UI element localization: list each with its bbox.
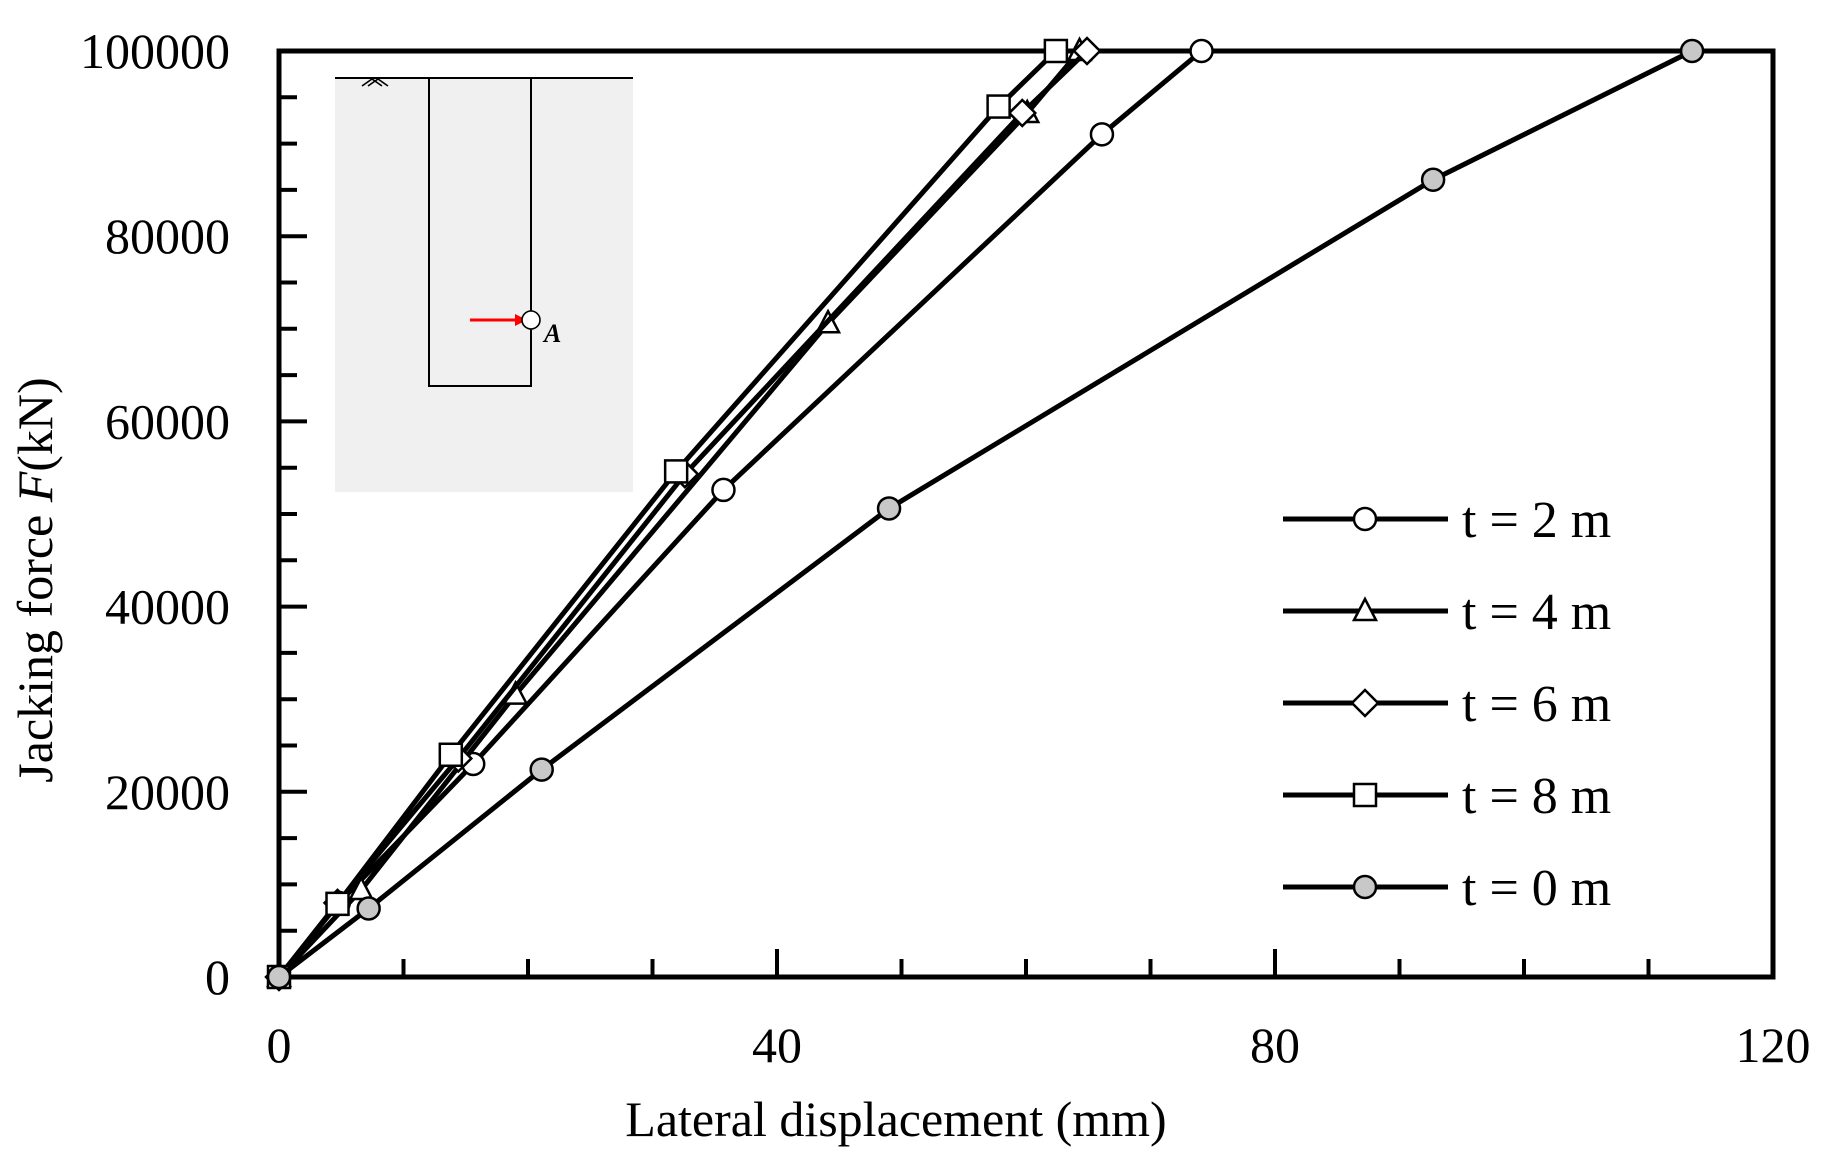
y-axis-label-unit: (kN) <box>7 377 63 471</box>
x-tick-label: 0 <box>267 1017 292 1073</box>
y-axis-label-text: Jacking force <box>7 502 63 782</box>
legend-marker <box>1352 506 1378 532</box>
y-axis-label-variable: F <box>7 471 63 503</box>
inset-hatch-icon <box>361 78 389 87</box>
x-axis-label: Lateral displacement (mm) <box>625 1091 1166 1147</box>
inset-point-label: A <box>542 319 561 348</box>
inset-point-marker <box>521 310 541 330</box>
legend-label: t = 6 m <box>1462 676 1611 733</box>
data-point <box>356 896 381 921</box>
data-point <box>266 964 292 990</box>
legend-entry: t = 6 m <box>1283 676 1611 733</box>
y-tick-label: 40000 <box>105 579 230 635</box>
inset-arrow-icon <box>515 314 527 326</box>
axes: 0 40 80 120 0 20000 40000 60000 80000 100000 <box>80 23 1811 1073</box>
y-tick-label: 80000 <box>105 208 230 264</box>
inset-schematic: A <box>335 77 633 492</box>
data-point <box>711 477 736 503</box>
legend-entry: t = 8 m <box>1283 768 1611 825</box>
data-point <box>1007 98 1038 128</box>
legend-entry: t = 0 m <box>1283 860 1611 917</box>
data-point <box>986 94 1011 119</box>
data-point <box>1089 122 1115 147</box>
y-tick-label: 100000 <box>80 23 230 79</box>
y-tick-label: 60000 <box>105 393 230 449</box>
series-line <box>277 48 1694 979</box>
inset-pile <box>428 77 532 387</box>
data-point <box>663 459 689 484</box>
series-group <box>264 36 1705 992</box>
y-tick-label: 0 <box>205 949 230 1005</box>
data-point <box>876 496 902 521</box>
data-point <box>1043 38 1069 64</box>
legend-label: t = 2 m <box>1462 492 1611 549</box>
inset-soil <box>335 78 633 492</box>
x-tick-label: 40 <box>752 1017 802 1073</box>
data-point <box>1420 167 1446 192</box>
legend: t = 2 m t = 4 m t = 6 m t = 8 m t = 0 m <box>1283 492 1611 917</box>
y-axis-label: Jacking force F(kN) <box>7 377 63 782</box>
legend-marker <box>1352 874 1378 900</box>
data-point <box>325 891 350 917</box>
series-5 <box>266 38 1705 990</box>
legend-entry: t = 2 m <box>1283 492 1611 549</box>
x-tick-label: 80 <box>1250 1017 1300 1073</box>
legend-marker <box>1351 596 1379 622</box>
x-tick-label: 120 <box>1736 1017 1811 1073</box>
legend-marker <box>1352 782 1378 808</box>
legend-label: t = 8 m <box>1462 768 1611 825</box>
data-point <box>1072 36 1102 66</box>
data-point <box>529 757 554 782</box>
legend-label: t = 4 m <box>1462 584 1611 641</box>
data-point <box>1679 38 1705 64</box>
data-point <box>438 742 464 768</box>
y-tick-label: 20000 <box>105 764 230 820</box>
legend-label: t = 0 m <box>1462 860 1611 917</box>
data-point <box>1189 38 1214 64</box>
legend-entry: t = 4 m <box>1283 584 1611 641</box>
legend-marker <box>1350 688 1380 718</box>
